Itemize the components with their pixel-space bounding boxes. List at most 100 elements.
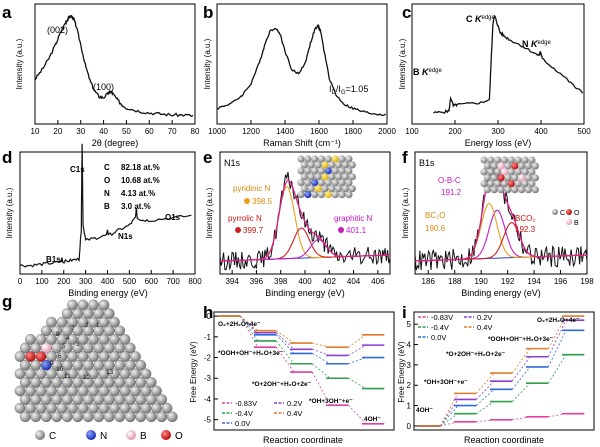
panel-i-ytick-label-3: 3 [407,361,412,370]
panel-i-connector-1-1 [476,401,495,415]
site-number-8: 8 [56,331,60,338]
panel-d-xtick-label-2: 200 [57,277,71,286]
model-atom [497,162,505,170]
panel-a-xtick-label-7: 80 [191,127,200,136]
panel-b-x-ticks: 1000 1200 1400 1600 1800 2000 [208,120,396,136]
composition-o-element: O [104,176,110,185]
lattice-atom [82,411,94,423]
lattice-atom [119,334,131,345]
site-number-6: 6 [58,353,62,360]
legend-c-label: C [560,210,565,217]
model-atom [345,179,353,187]
model-atom [518,186,526,194]
panel-e-raw-spectrum [219,171,391,271]
panel-f-ylabel: Intensity (a.u.) [401,187,410,238]
legend-o-dot [566,209,572,215]
panel-h-connector-2-1 [276,334,295,354]
model-atom [300,173,309,181]
panel-h-connector-0-1 [275,346,295,373]
model-atom [504,186,512,194]
panel-i-connector-2-2 [512,366,531,390]
panel-e-xtick-label-2: 398 [274,277,288,286]
panel-e-xtick-label-6: 406 [371,277,385,286]
model-atom [300,161,309,169]
model-atom [487,156,495,164]
model-atom [297,167,305,175]
panel-i-legend-label-2: 0.0V [431,333,446,342]
model-atom [345,155,353,163]
legend-boron-dot [126,430,136,440]
value-obc: 191.2 [441,188,462,197]
model-atom [531,174,539,182]
model-atom [518,174,526,182]
panel-h-connector-3-1 [276,332,295,350]
model-atom [338,155,346,163]
model-atom [304,155,312,163]
model-atom [521,156,529,164]
panel-f-doped-graphene-model [480,156,539,194]
panel-d-x-ticks: 0 100 200 300 400 500 600 700 800 [18,270,202,286]
panel-b-xtick-label-4: 1800 [344,127,362,136]
model-atom [528,156,536,164]
panel-i-ytick-label-0: 0 [407,422,412,431]
model-atom [331,155,339,163]
panel-f-xtick-label-3: 192 [501,277,515,286]
panel-e-doped-graphene-model [297,155,356,199]
panel-i-connector-4-1 [476,372,495,394]
panel-d-c1s-label: C1s [70,165,85,174]
site-number-13: 13 [106,369,114,376]
legend-c-dot [552,209,558,215]
panel-i-y-ticks: 0 1 2 3 4 5 [407,320,418,431]
panel-f-xtick-label-1: 188 [448,277,462,286]
label-bc2o: BC₂O [425,211,445,220]
panel-e-xtick-label-0: 394 [225,277,239,286]
panel-c-eels: 100 200 300 400 500 B Kedge C Kedge N Kedge … [398,3,591,148]
model-atom [324,155,332,163]
lattice-atom [135,411,147,423]
model-atom [521,168,529,176]
panel-h-xlabel: Reaction coordinate [263,435,343,445]
marker-pyridinic-n [244,198,250,204]
model-atom [507,156,515,164]
model-atom [528,180,536,188]
model-atom [504,174,512,182]
panel-d-b1s-label: B1s [46,255,61,264]
panel-letter-i: i [402,303,407,322]
panel-a-xrd: 10 20 30 40 50 60 70 80 (002) (100) 2θ (degree)… [15,3,200,148]
panel-d-xtick-label-7: 700 [166,277,180,286]
marker-graphitic-n [338,227,344,233]
model-atom [345,167,353,175]
value-pyrrolic-n: 399.7 [243,226,264,235]
value-pyridinic-n: 398.5 [252,197,273,206]
model-atom [504,162,512,170]
model-atom [521,180,529,188]
model-atom [487,180,495,188]
model-atom [314,173,322,181]
panel-d-xtick-label-8: 800 [188,277,202,286]
panel-i-ytick-label-1: 1 [407,402,412,411]
panel-i-step-4: *OOH+OH⁻+H₂O+3e⁻ [488,336,554,343]
panel-i-legend: -0.83V-0.4V0.0V 0.2V0.4V [418,313,492,342]
panel-b-xlabel: Raman Shift (cm⁻¹) [263,138,341,148]
panel-h-ytick-label-0: 0 [207,312,212,321]
panel-c-x-ticks: 100 200 300 400 500 [405,120,591,136]
panel-c-frame [411,3,585,125]
model-atom [314,161,322,169]
panel-d-n1s-label: N1s [118,232,133,241]
legend-boron-label: B [140,431,147,442]
panel-c-b-edge-label: B Kedge [413,67,443,77]
panel-h-energy-levels [218,315,385,425]
lattice-atom [51,411,63,423]
panel-h-ytick-label-3: -3 [204,374,212,383]
panel-h-step-2: *OOH+OH⁻+H₂O+3e⁻ [218,350,284,357]
panel-i-connector-2-1 [476,389,495,406]
panel-g-lattice [14,299,178,423]
lattice-atom [135,359,147,371]
model-atom [518,162,526,170]
model-atom [490,162,498,170]
panel-c-xtick-label-3: 400 [534,127,548,136]
panel-h-ytick-label-2: -2 [204,354,212,363]
lattice-atom [124,342,136,354]
value-graphitic-n: 401.1 [346,226,367,235]
model-atom [331,191,339,199]
